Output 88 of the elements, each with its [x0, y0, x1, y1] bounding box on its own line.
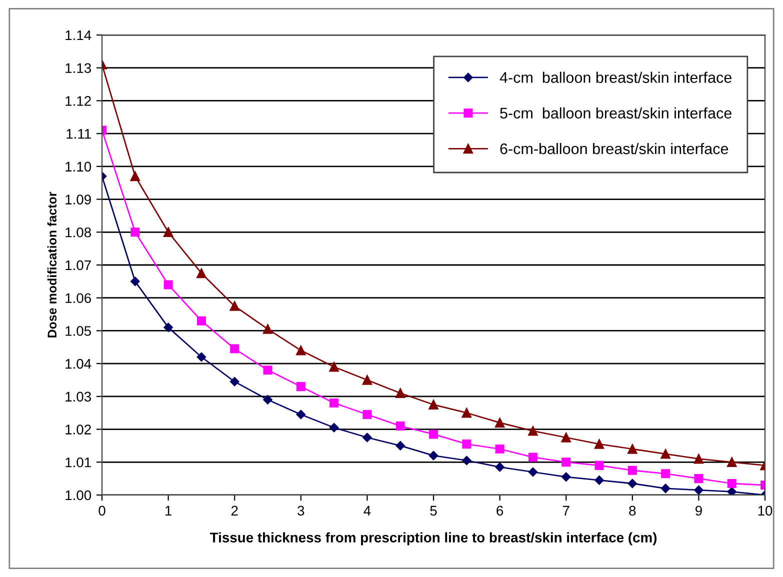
- point: [694, 474, 704, 484]
- y-tick-label: 1.01: [66, 457, 91, 468]
- x-tick-label: 3: [298, 506, 304, 516]
- x-tick-label: 2: [231, 506, 238, 516]
- point: [163, 227, 174, 238]
- x-tick-label: 6: [496, 506, 504, 516]
- point: [164, 322, 173, 332]
- point: [396, 421, 405, 431]
- point: [164, 280, 173, 290]
- point: [362, 432, 372, 442]
- point: [727, 478, 736, 488]
- point: [263, 366, 272, 375]
- point: [196, 316, 206, 326]
- y-tick-label: 1.02: [66, 424, 91, 434]
- y-tick-label: 1.04: [66, 358, 92, 369]
- point: [263, 395, 272, 404]
- point: [594, 460, 604, 470]
- point: [330, 398, 339, 408]
- y-tick-label: 1.11: [66, 129, 91, 139]
- point: [694, 485, 704, 495]
- point: [628, 466, 637, 475]
- y-tick-label: 1.12: [66, 96, 91, 106]
- y-tick-label: 1.09: [66, 194, 91, 204]
- y-tick-label: 1.05: [66, 326, 92, 336]
- x-axis-title: Tissue thickness from prescription line to breast/skin interface (cm): [210, 532, 657, 546]
- point: [628, 444, 638, 454]
- x-tick-label: 8: [629, 506, 636, 516]
- legend-label: 6-cm-balloon breast/skin interface: [500, 142, 728, 154]
- point: [296, 346, 306, 356]
- point: [428, 430, 438, 439]
- point: [329, 362, 339, 372]
- x-tick-label: 9: [695, 506, 702, 516]
- point: [230, 301, 240, 311]
- point: [296, 410, 306, 420]
- point: [428, 400, 438, 410]
- point: [230, 377, 240, 386]
- point: [130, 228, 140, 237]
- y-tick-label: 1.10: [66, 162, 92, 172]
- y-tick-label: 1.08: [66, 227, 91, 238]
- point: [594, 476, 604, 485]
- legend-label: 4-cm balloon breast/skin interface: [500, 72, 732, 83]
- point: [196, 268, 206, 278]
- point: [296, 382, 306, 392]
- x-tick-label: 1: [165, 506, 172, 516]
- point: [528, 467, 538, 477]
- y-tick-label: 1.14: [66, 30, 92, 40]
- x-tick-label: 10: [758, 506, 772, 516]
- x-tick-label: 4: [364, 506, 371, 516]
- point: [594, 439, 604, 449]
- legend-label: 5-cm balloon breast/skin interface: [500, 107, 732, 119]
- x-tick-label: 0: [98, 506, 106, 516]
- point: [628, 478, 638, 488]
- point: [694, 454, 704, 464]
- point: [561, 432, 571, 442]
- y-tick-label: 1.03: [66, 392, 91, 402]
- point: [130, 171, 140, 182]
- point: [462, 408, 472, 418]
- y-tick-label: 1.13: [66, 63, 91, 74]
- y-axis-title: Dose modification factor: [47, 192, 57, 338]
- point: [395, 388, 406, 398]
- point: [362, 410, 372, 420]
- point: [362, 375, 372, 385]
- point: [660, 449, 670, 459]
- point: [661, 469, 670, 478]
- point: [726, 457, 737, 468]
- point: [230, 344, 240, 354]
- point: [329, 423, 339, 432]
- point: [562, 458, 571, 467]
- point: [130, 276, 140, 286]
- y-tick-label: 1.07: [66, 260, 91, 270]
- point: [262, 324, 273, 334]
- point: [462, 456, 472, 466]
- point: [495, 462, 504, 472]
- point: [494, 418, 505, 428]
- y-tick-label: 1.00: [66, 490, 92, 500]
- point: [396, 441, 405, 450]
- point: [528, 426, 538, 436]
- point: [727, 487, 736, 495]
- y-tick-label: 1.06: [66, 293, 91, 304]
- point: [196, 352, 206, 362]
- point: [428, 450, 438, 460]
- point: [561, 472, 571, 482]
- point: [495, 444, 504, 454]
- point: [528, 452, 538, 462]
- point: [660, 484, 670, 494]
- x-tick-label: 7: [562, 506, 570, 516]
- point: [462, 440, 472, 449]
- x-tick-label: 5: [430, 506, 437, 516]
